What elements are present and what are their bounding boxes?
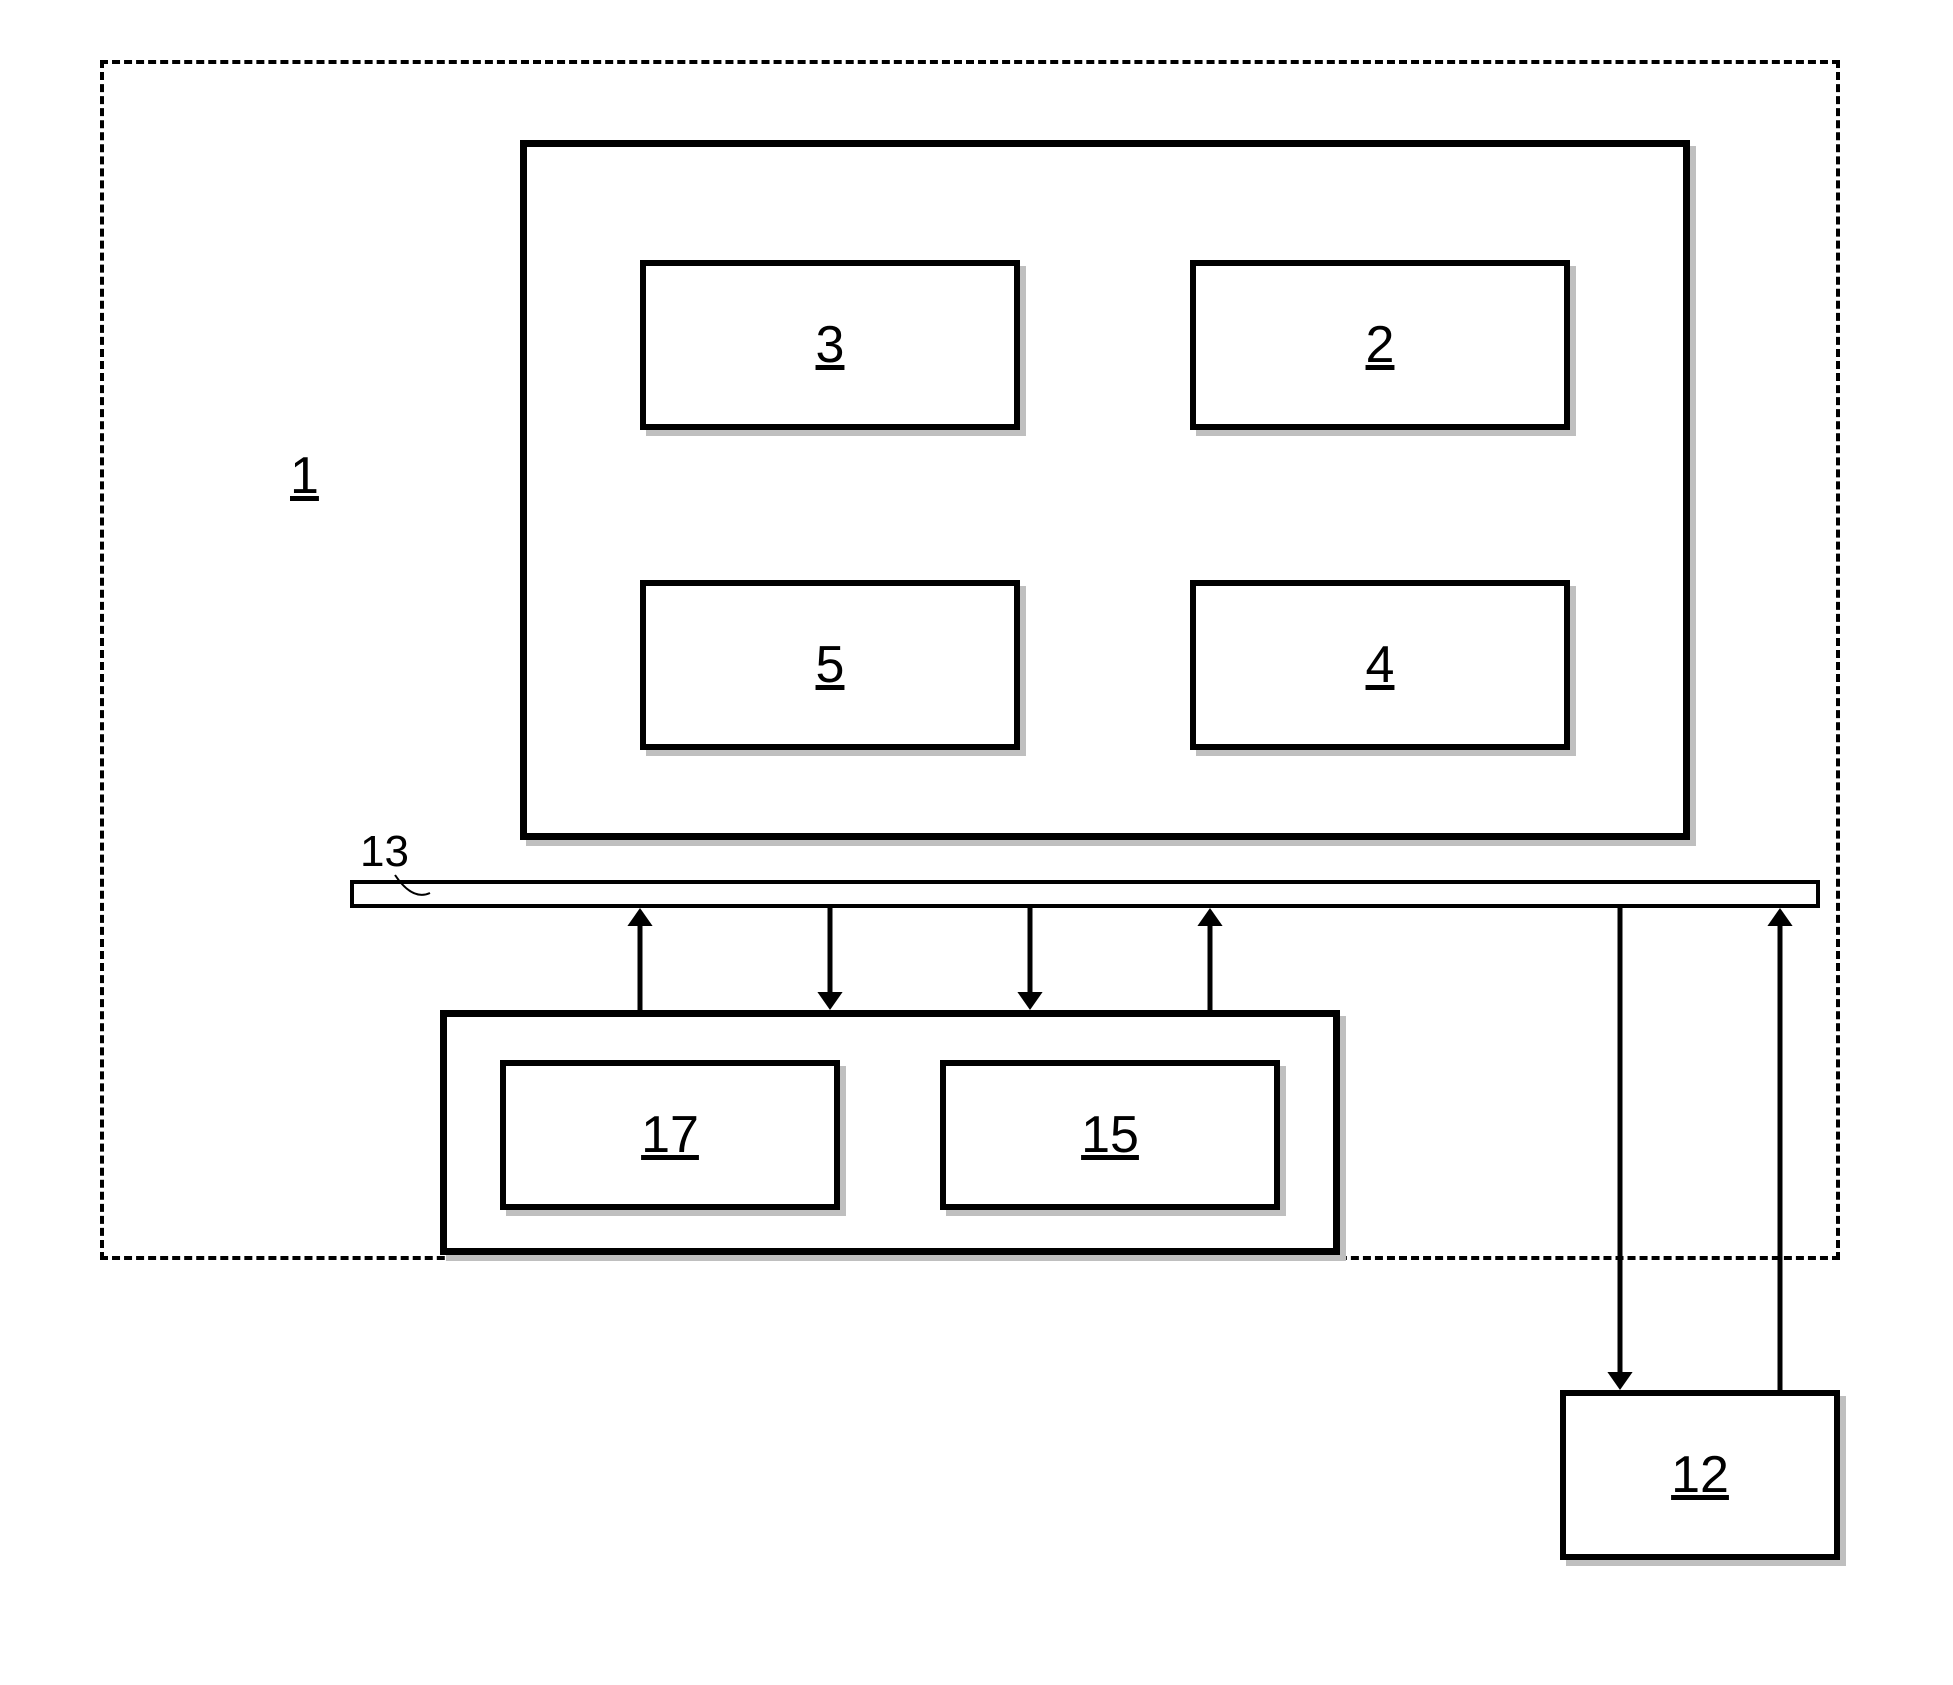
bus-13 [350,880,1820,908]
block-17-label: 17 [500,1109,840,1161]
block-5-label: 5 [640,639,1020,691]
block-2-label: 2 [1190,319,1570,371]
block-3-label: 3 [640,319,1020,371]
block-4-label: 4 [1190,639,1570,691]
label-1: 1 [290,450,319,502]
label-13: 13 [360,830,409,874]
block-12-label: 12 [1560,1449,1840,1501]
block-15-label: 15 [940,1109,1280,1161]
diagram-canvas: 3 2 5 4 17 15 12 1 13 [0,0,1953,1685]
